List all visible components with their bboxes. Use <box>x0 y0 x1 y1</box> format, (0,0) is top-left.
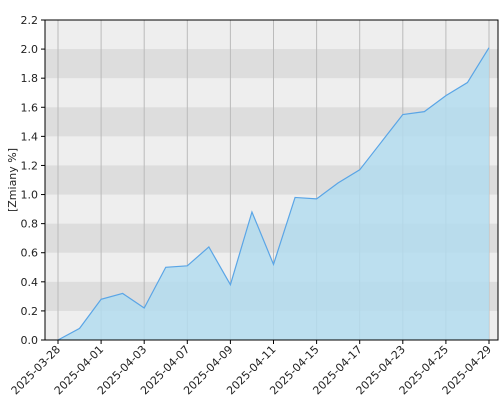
y-tick-label: 0.6 <box>21 247 39 260</box>
line <box>57 47 490 341</box>
grid-band <box>45 49 498 79</box>
y-tick-label: 2.0 <box>21 43 39 56</box>
y-tick-label: 1.4 <box>21 130 39 143</box>
y-tick-label: 0.2 <box>21 305 39 318</box>
y-tick-label: 0.4 <box>21 276 39 289</box>
y-tick-label: 1.2 <box>21 159 39 172</box>
y-tick-label: 0.8 <box>21 218 39 231</box>
y-tick-label: 1.8 <box>21 72 39 85</box>
y-axis-label: [Zmiany %] <box>6 148 19 212</box>
y-tick-label: 2.2 <box>21 14 39 27</box>
plot-frame <box>44 19 499 341</box>
y-tick-label: 1.0 <box>21 189 39 202</box>
y-tick-label: 0.0 <box>21 334 39 347</box>
area <box>58 47 489 341</box>
y-tick-label: 1.6 <box>21 101 39 114</box>
